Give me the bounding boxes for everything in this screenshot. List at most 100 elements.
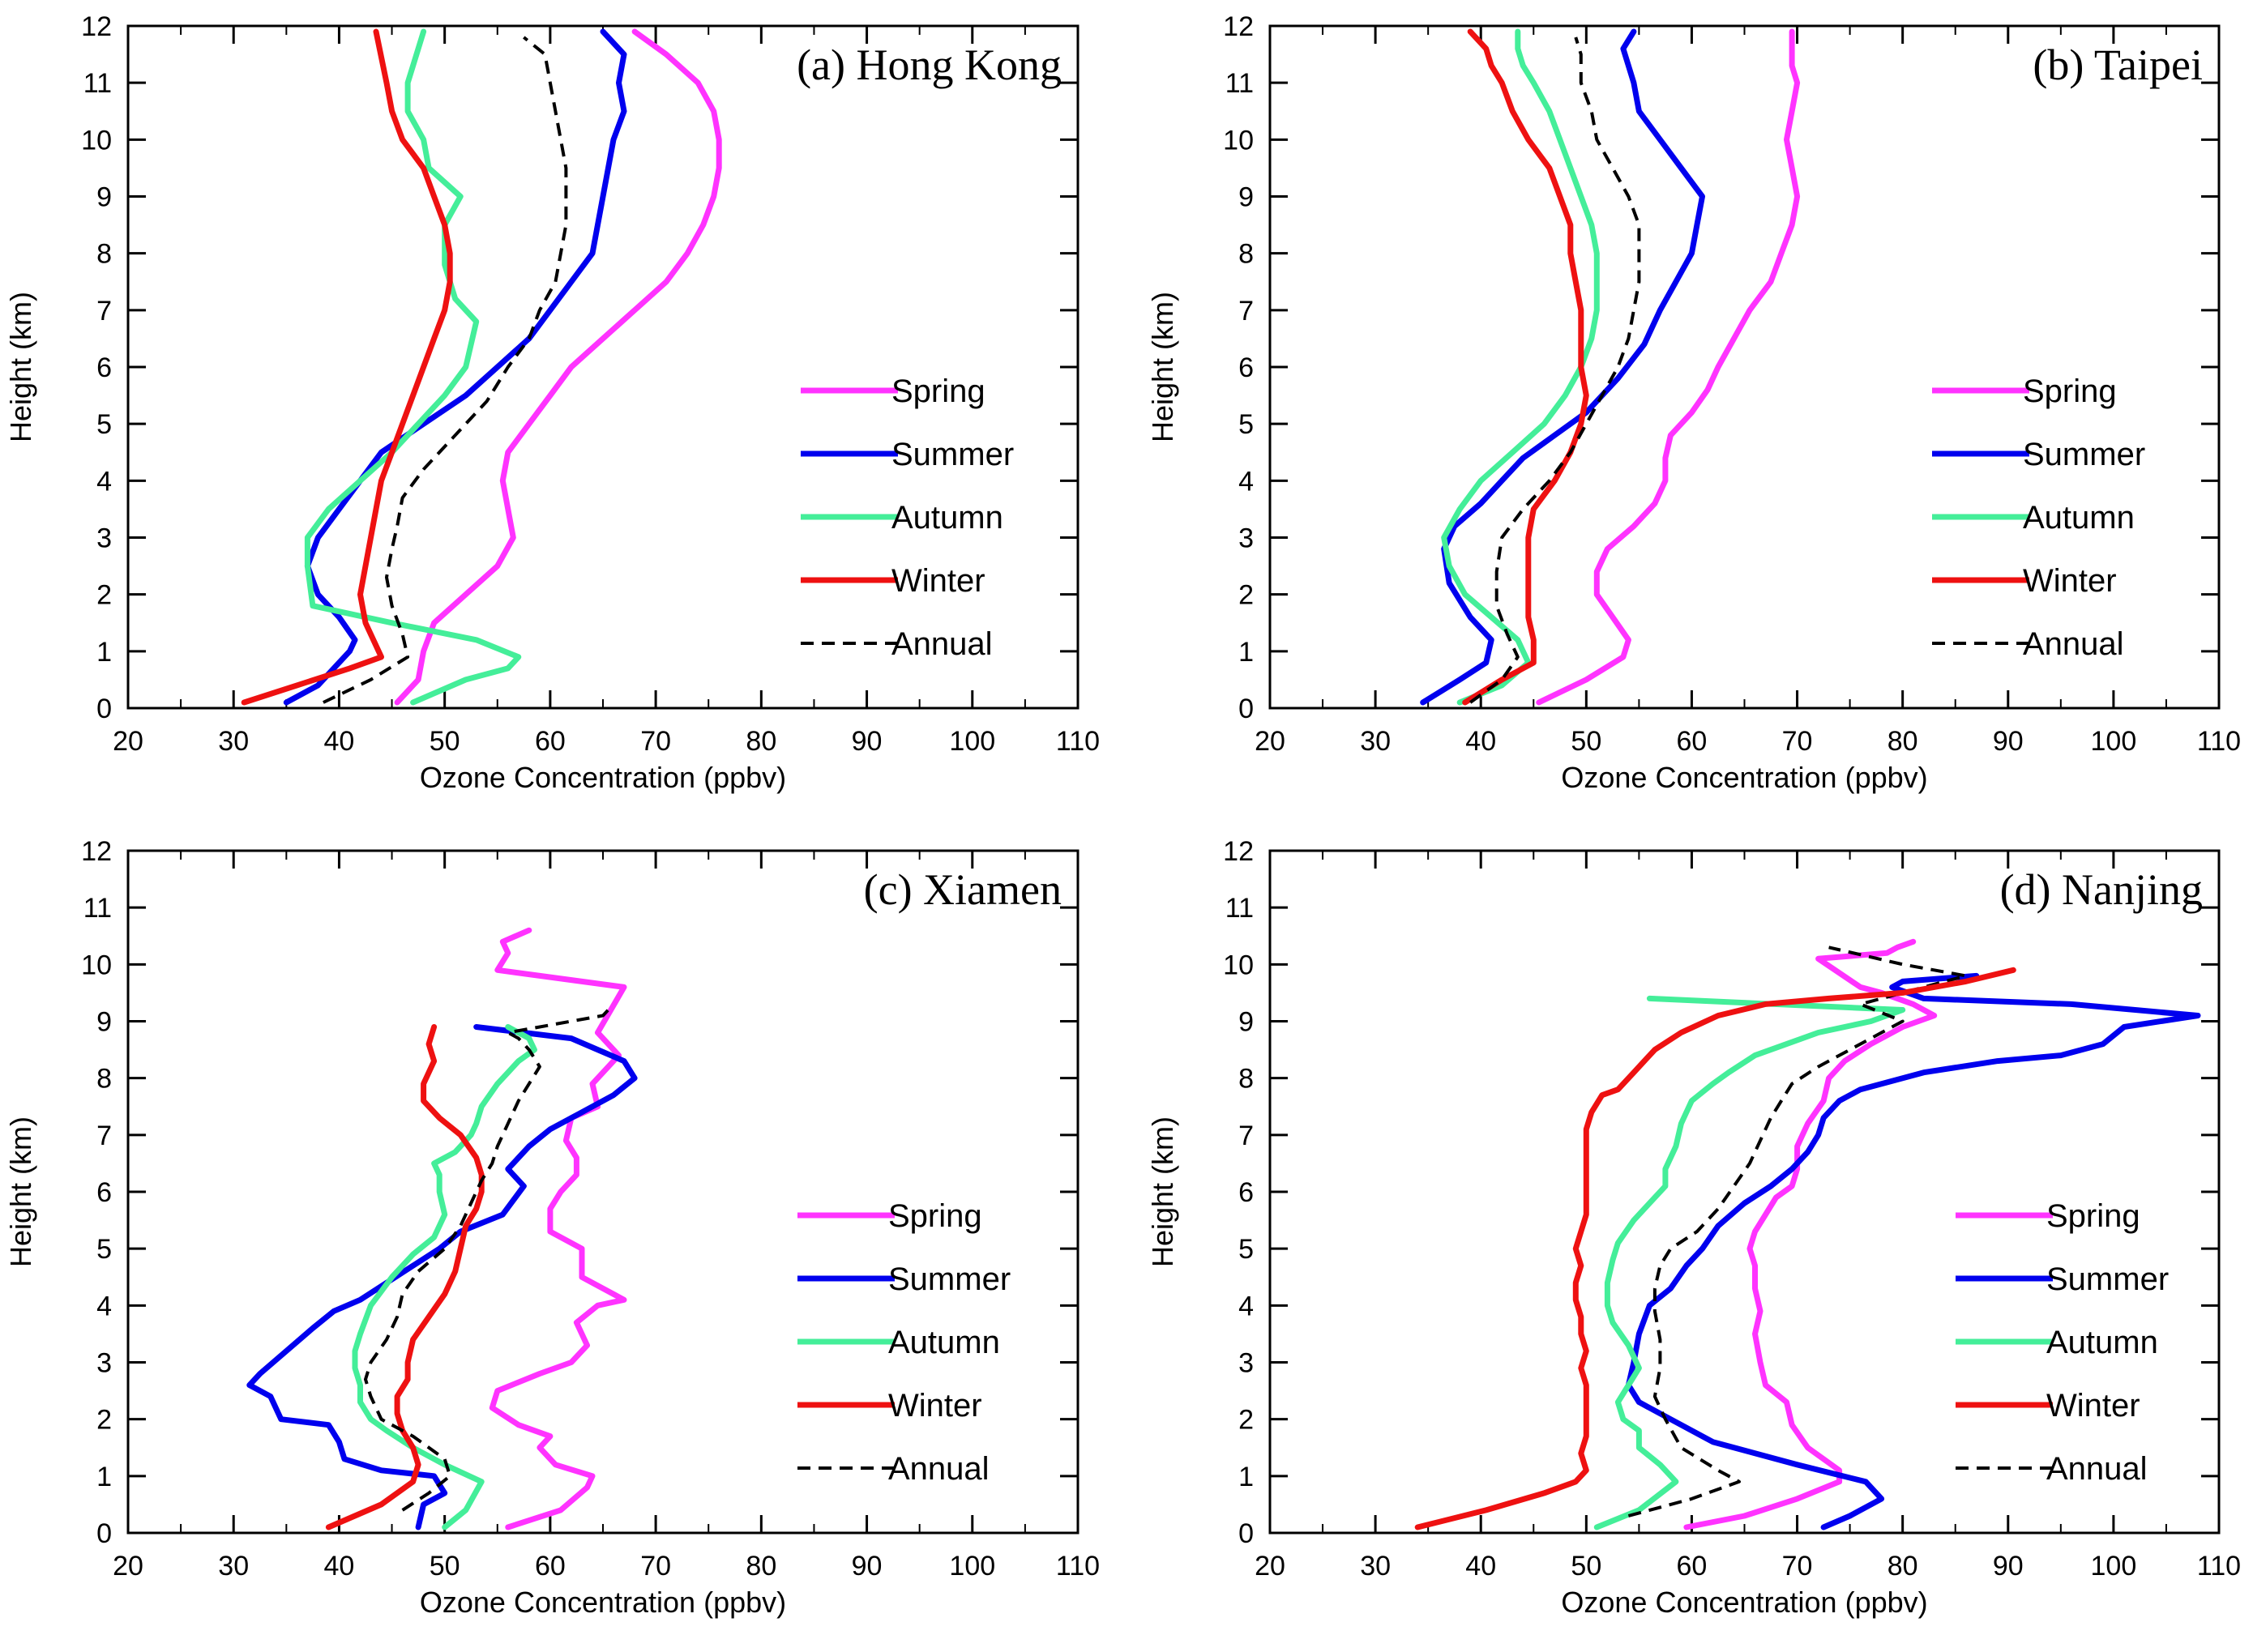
series-line-winter	[1462, 28, 1589, 706]
legend-label-annual: Annual	[2046, 1451, 2148, 1487]
legend: Spring Summer Autumn Winter Annual	[797, 1198, 1011, 1487]
y-tick-label: 5	[1238, 1234, 1254, 1265]
legend: Spring Summer Autumn Winter Annual	[1956, 1198, 2169, 1487]
y-tick-label: 11	[1225, 68, 1254, 99]
y-tick-label: 4	[1238, 466, 1254, 497]
series-line-autumn	[1593, 995, 1906, 1530]
x-tick-label: 30	[1360, 1551, 1391, 1582]
panel-title: (d) Nanjing	[2000, 865, 2203, 914]
series-line-summer	[283, 28, 627, 706]
panel-title: (c) Xiamen	[864, 865, 1062, 914]
series-line-spring	[1536, 28, 1801, 706]
series-line-summer	[246, 1024, 638, 1530]
x-tick-label: 90	[1993, 1551, 2024, 1582]
chart-panel-taipei: 20 30 40 50 60 70 80 90 100 1100123456789101112Oz…	[1146, 11, 2241, 794]
y-tick-label: 1	[1238, 637, 1254, 668]
x-tick-label: 90	[1993, 726, 2024, 757]
y-tick-label: 12	[1223, 836, 1254, 867]
x-tick-label: 80	[1887, 1551, 1918, 1582]
y-tick-label: 7	[1238, 1121, 1254, 1151]
y-tick-label: 0	[1238, 694, 1254, 724]
y-tick-label: 1	[96, 1462, 112, 1492]
y-tick-label: 3	[1238, 1348, 1254, 1379]
series-line-annual	[1469, 36, 1641, 704]
legend-label-spring: Spring	[2023, 374, 2117, 409]
legend-label-autumn: Autumn	[2046, 1325, 2158, 1360]
series-line-annual	[1627, 946, 1968, 1518]
x-tick-label: 20	[113, 726, 143, 757]
x-tick-label: 100	[2091, 1551, 2137, 1582]
x-tick-label: 80	[746, 1551, 776, 1582]
legend-label-winter: Winter	[2023, 563, 2117, 599]
plot-frame	[1268, 24, 2221, 710]
series-line-annual	[364, 1009, 609, 1512]
legend-label-summer: Summer	[891, 437, 1014, 472]
y-tick-label: 10	[1223, 125, 1254, 156]
y-tick-label: 2	[1238, 1405, 1254, 1436]
series-line-winter	[325, 1024, 485, 1530]
x-tick-label: 50	[430, 726, 460, 757]
y-tick-label: 10	[81, 125, 112, 156]
x-tick-label: 20	[1255, 1551, 1285, 1582]
y-axis-label: Height (km)	[4, 292, 37, 442]
x-axis-label: Ozone Concentration (ppbv)	[420, 761, 786, 794]
x-tick-label: 40	[1465, 1551, 1496, 1582]
y-tick-label: 11	[83, 68, 112, 99]
legend-label-annual: Annual	[888, 1451, 990, 1487]
y-tick-label: 7	[96, 296, 112, 327]
y-tick-label: 9	[1238, 1007, 1254, 1038]
legend: Spring Summer Autumn Winter Annual	[1932, 374, 2145, 662]
plot-frame	[126, 24, 1079, 710]
y-tick-label: 12	[1223, 11, 1254, 42]
y-tick-label: 3	[96, 1348, 112, 1379]
chart-panel-hong-kong: 20 30 40 50 60 70 80 90 100 1100123456789101112Oz…	[4, 11, 1100, 794]
legend-label-summer: Summer	[2023, 437, 2145, 472]
y-tick-label: 4	[96, 466, 112, 497]
series-line-autumn	[352, 1024, 537, 1530]
series-line-spring	[489, 927, 627, 1530]
panel-title: (a) Hong Kong	[797, 41, 1062, 89]
y-tick-label: 5	[96, 409, 112, 440]
x-tick-label: 40	[324, 726, 355, 757]
legend-label-annual: Annual	[2023, 626, 2124, 662]
y-tick-label: 2	[1238, 580, 1254, 611]
series-line-autumn	[1441, 28, 1600, 706]
y-tick-label: 10	[81, 950, 112, 980]
series-line-autumn	[304, 28, 522, 706]
series-line-spring	[394, 28, 722, 706]
legend-label-spring: Spring	[891, 374, 985, 409]
y-tick-label: 0	[96, 1518, 112, 1549]
legend-label-winter: Winter	[891, 563, 985, 599]
legend-label-autumn: Autumn	[891, 500, 1003, 536]
y-tick-label: 12	[81, 836, 112, 867]
x-axis-label: Ozone Concentration (ppbv)	[1561, 1586, 1927, 1619]
y-tick-label: 7	[96, 1121, 112, 1151]
x-tick-label: 40	[324, 1551, 355, 1582]
y-tick-label: 12	[81, 11, 112, 42]
y-tick-label: 2	[96, 1405, 112, 1436]
x-tick-label: 90	[852, 1551, 883, 1582]
x-tick-label: 100	[949, 1551, 995, 1582]
x-tick-label: 110	[2197, 726, 2241, 757]
plot-frame	[126, 849, 1079, 1535]
y-tick-label: 6	[1238, 352, 1254, 383]
chart-panel-xiamen: 20 30 40 50 60 70 80 90 100 1100123456789101112Oz…	[4, 836, 1100, 1619]
x-tick-label: 50	[1571, 1551, 1601, 1582]
y-axis-label: Height (km)	[4, 1116, 37, 1267]
legend-label-summer: Summer	[2046, 1261, 2169, 1297]
y-axis-label: Height (km)	[1146, 292, 1179, 442]
y-tick-label: 11	[1225, 893, 1254, 924]
x-tick-label: 110	[1056, 1551, 1100, 1582]
legend-label-annual: Annual	[891, 626, 993, 662]
y-tick-label: 1	[1238, 1462, 1254, 1492]
y-tick-label: 8	[96, 239, 112, 270]
x-tick-label: 20	[1255, 726, 1285, 757]
x-tick-label: 80	[1887, 726, 1918, 757]
y-tick-label: 6	[1238, 1177, 1254, 1208]
legend-label-autumn: Autumn	[888, 1325, 1000, 1360]
x-tick-label: 30	[218, 1551, 249, 1582]
y-axis-label: Height (km)	[1146, 1116, 1179, 1267]
x-tick-label: 60	[1677, 726, 1708, 757]
y-tick-label: 10	[1223, 950, 1254, 980]
